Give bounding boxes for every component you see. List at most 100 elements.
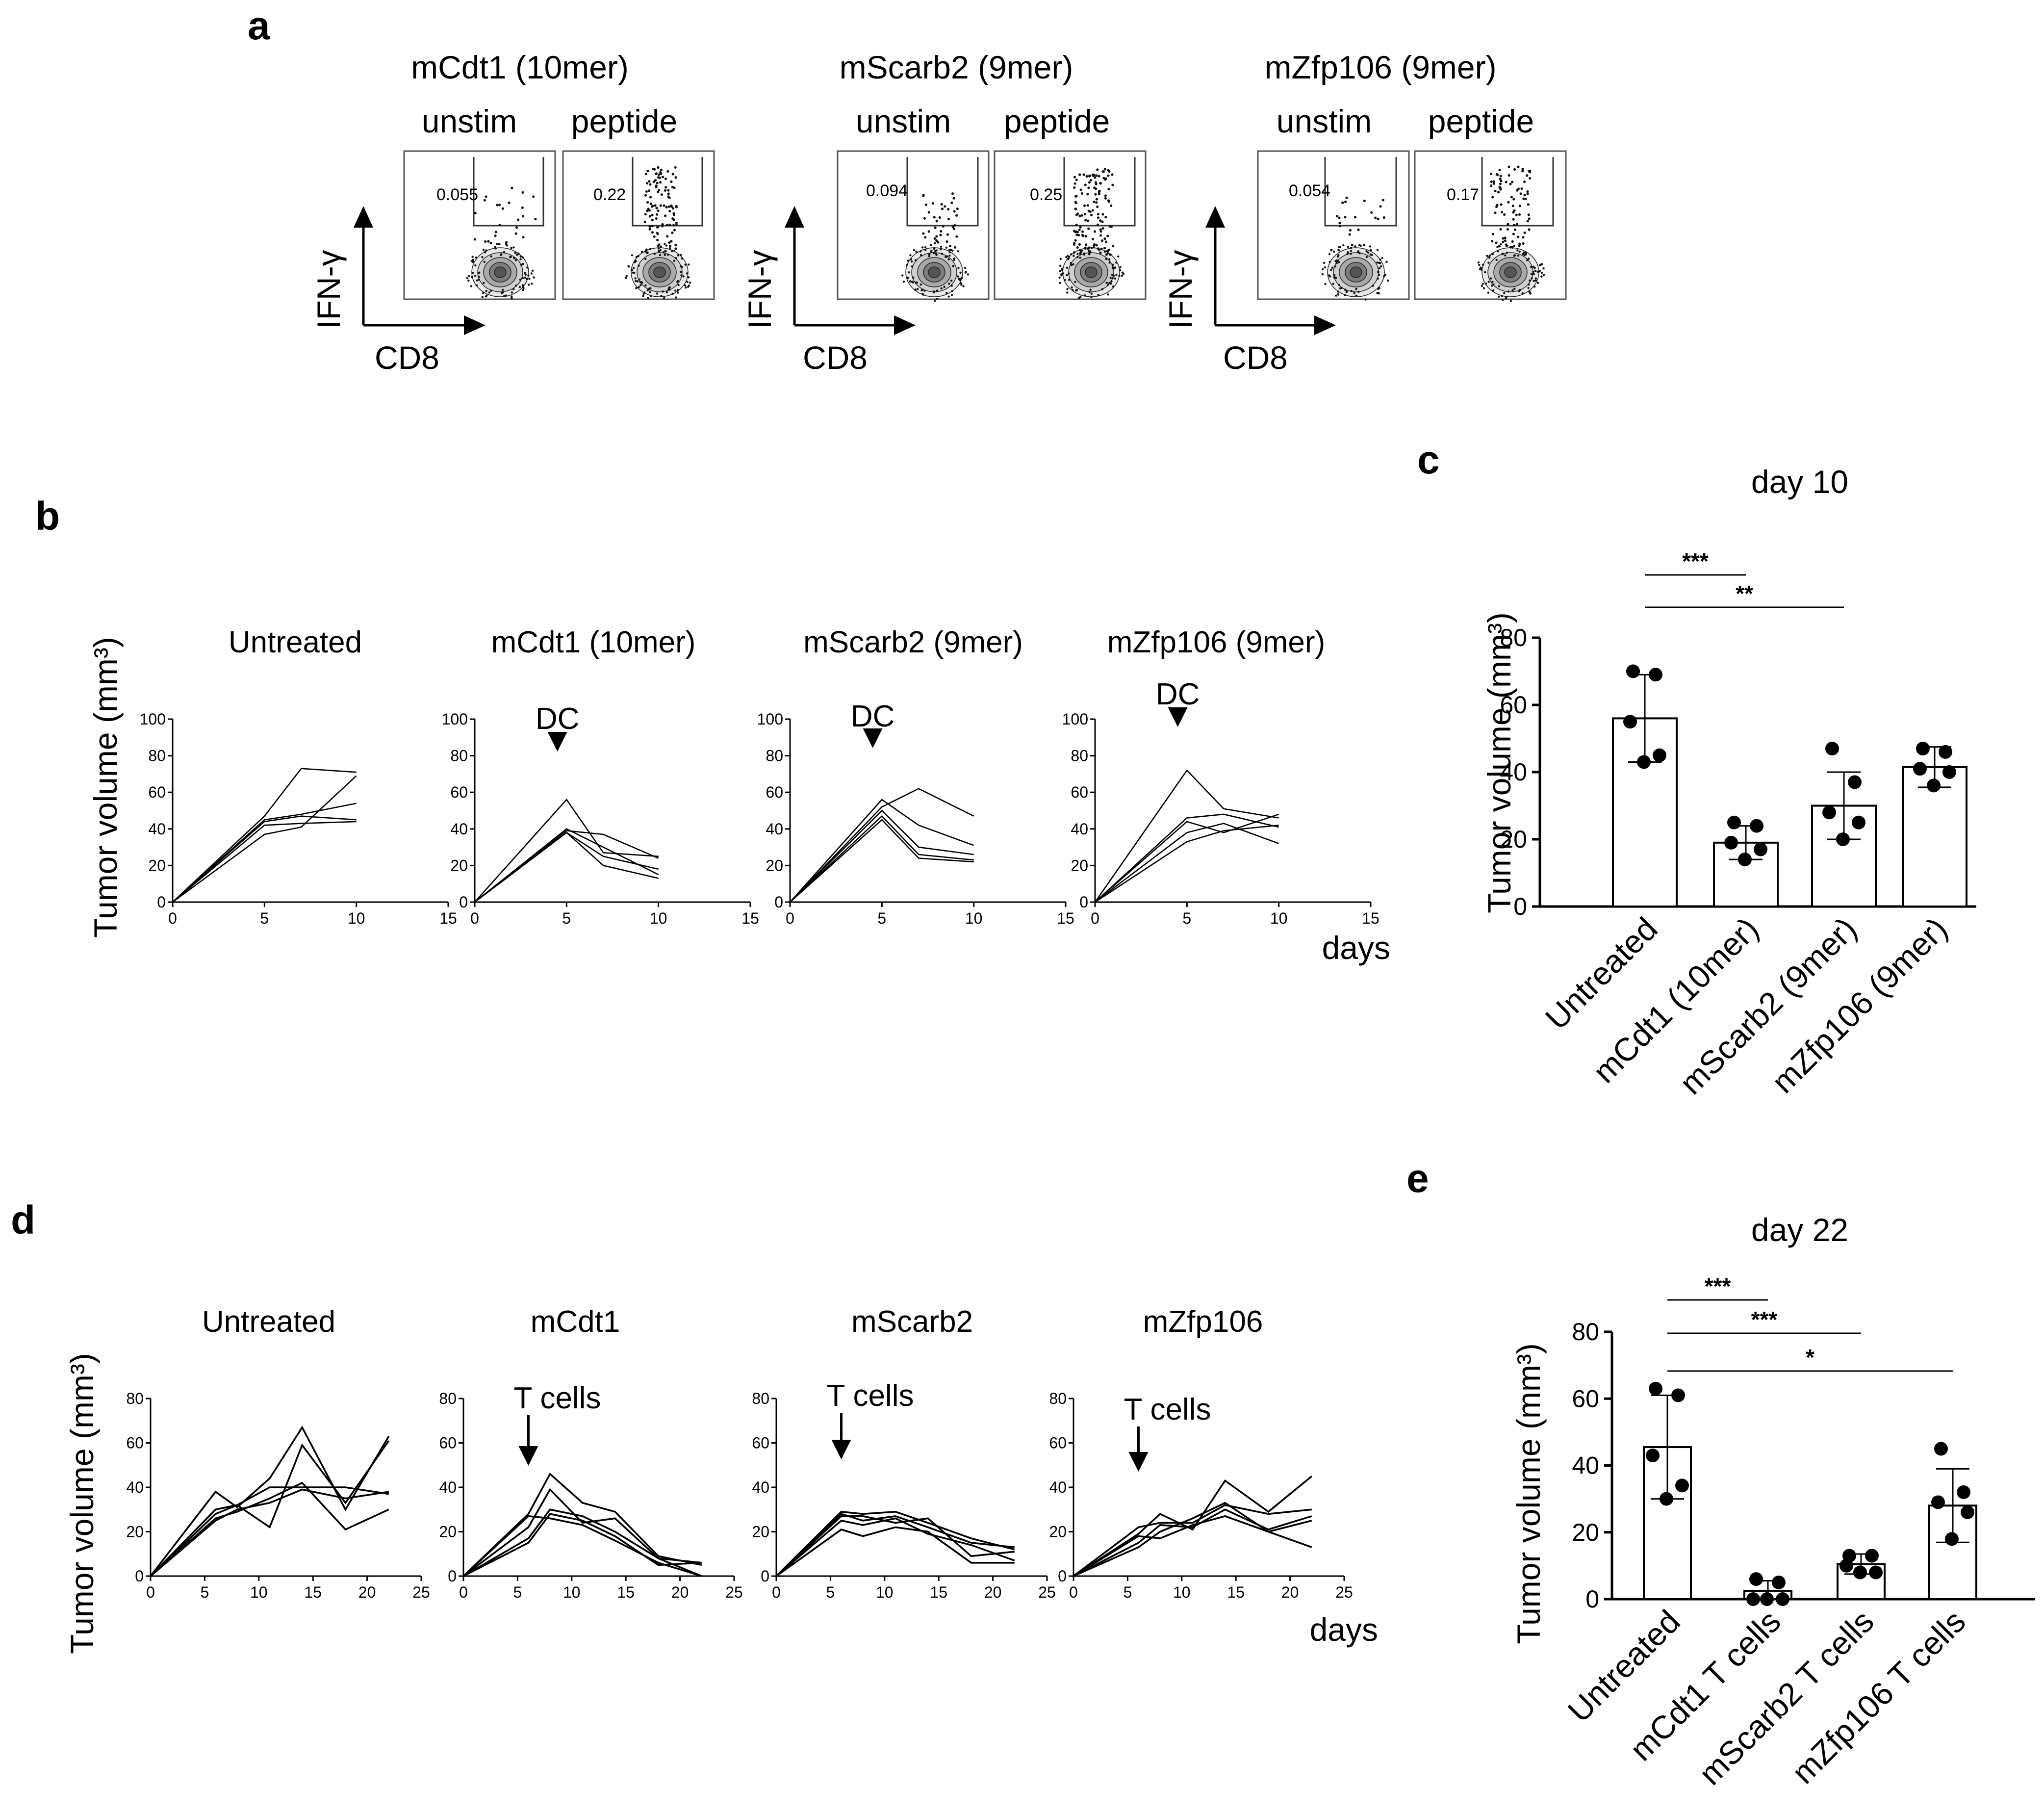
- x-axis-label: days: [1322, 930, 1390, 966]
- data-point: [1942, 765, 1956, 779]
- series-line-3: [1073, 1508, 1312, 1577]
- y-tick-label: 40: [450, 820, 468, 838]
- series-line-1: [790, 788, 974, 903]
- chart-title: day 22: [1751, 1212, 1848, 1248]
- data-point: [1939, 745, 1952, 759]
- panel-letter-c: c: [1417, 438, 1440, 482]
- treatment-arrow-head: [1168, 707, 1188, 727]
- panel-letter-b: b: [35, 494, 60, 539]
- y-tick-label: 80: [766, 747, 783, 765]
- series-line-3: [463, 1508, 702, 1577]
- y-tick-label: 0: [157, 893, 166, 911]
- flow-events: [922, 192, 959, 250]
- data-point: [1760, 1592, 1774, 1606]
- panel-letter-d: d: [11, 1198, 35, 1243]
- y-tick-label: 40: [126, 1478, 144, 1496]
- condition-label-unstim: unstim: [856, 103, 951, 139]
- x-tick-label: 25: [725, 1583, 743, 1601]
- y-tick-label: 20: [148, 856, 166, 874]
- y-tick-label: 40: [1500, 758, 1527, 786]
- x-tick-label: 0: [772, 1583, 781, 1601]
- data-point: [1623, 715, 1637, 729]
- y-axis-label-ifn-gamma: IFN-γ: [310, 250, 347, 329]
- flow-plot-frame: [403, 150, 556, 300]
- y-tick-label: 60: [1500, 691, 1527, 719]
- treatment-arrow-label: DC: [1156, 677, 1200, 711]
- gate-value: 0.055: [436, 185, 478, 204]
- series-line-4: [172, 775, 357, 903]
- y-tick-label: 20: [1572, 1519, 1599, 1546]
- flow-events: [1489, 165, 1532, 256]
- flow-axes: [785, 206, 916, 335]
- y-tick-label: 60: [1071, 783, 1088, 801]
- flow-plot-frame: [837, 150, 990, 300]
- y-tick-label: 80: [439, 1390, 457, 1407]
- panel-letter-e: e: [1406, 1156, 1429, 1201]
- x-axis-label-cd8: CD8: [1223, 339, 1288, 376]
- data-point: [1649, 1381, 1662, 1396]
- x-axis-label-cd8: CD8: [375, 339, 439, 376]
- y-tick-label: 80: [1500, 624, 1527, 651]
- series-line-1: [462, 1472, 702, 1577]
- flow-density-contour: [1477, 243, 1545, 302]
- flow-events: [1073, 168, 1115, 256]
- y-axis-label: Tumor volume (mm³): [87, 637, 124, 938]
- x-tick-label: 10: [876, 1583, 894, 1601]
- x-tick-label: 15: [930, 1583, 947, 1601]
- flow-density-contour: [625, 243, 691, 300]
- data-point: [1660, 1492, 1673, 1506]
- x-tick-label: 5: [513, 1583, 522, 1601]
- treatment-arrow-label: T cells: [826, 1379, 914, 1413]
- series-line-2: [775, 1513, 1015, 1577]
- data-point: [1957, 1485, 1970, 1499]
- data-point: [1836, 832, 1850, 846]
- series-line-5: [172, 815, 357, 903]
- significance-label: *: [1806, 1345, 1814, 1370]
- x-tick-label: 5: [1124, 1583, 1132, 1601]
- data-point: [1913, 762, 1927, 776]
- data-point: [1853, 1565, 1867, 1580]
- x-tick-label: 5: [201, 1583, 209, 1601]
- flow-group-1: mCdt1 (10mer) unstim peptide 0.055 0.22 …: [310, 49, 715, 376]
- y-tick-label: 0: [135, 1567, 144, 1585]
- series-line-1: [474, 799, 659, 903]
- data-point: [1675, 1478, 1689, 1493]
- flow-density-contour: [466, 242, 535, 300]
- gate: [632, 157, 703, 227]
- subplot-3: mScarb2 (9mer) 0 20 40 60 80 100 0 5 10 15 DC: [757, 625, 1074, 927]
- y-tick-label: 40: [766, 820, 783, 838]
- y-tick-label: 80: [450, 747, 468, 765]
- x-tick-label: 5: [877, 909, 886, 927]
- data-point: [1931, 1495, 1945, 1509]
- line-subplots: Untreated 0 20 40 60 80 0 5 10 15 20 25 mCdt1 0 20 40 60…: [126, 1305, 1353, 1601]
- gate: [1063, 157, 1136, 227]
- y-axis-label-ifn-gamma: IFN-γ: [741, 250, 778, 329]
- x-tick-label: 0: [168, 909, 177, 927]
- subplot-4: mZfp106 (9mer) 0 20 40 60 80 100 0 5 10 15 DC: [1062, 625, 1380, 927]
- y-tick-label: 80: [1071, 747, 1088, 765]
- treatment-arrow-label: T cells: [1124, 1393, 1211, 1426]
- panel-c: c day 10 Tumor volume (mm³) 020406080Unt…: [1417, 438, 1976, 1101]
- series-line-4: [1095, 823, 1279, 903]
- condition-label-peptide: peptide: [571, 103, 678, 139]
- data-point: [1754, 842, 1767, 856]
- subplot-title: mZfp106 (9mer): [1107, 625, 1325, 659]
- data-point: [1916, 742, 1930, 756]
- x-tick-label: 15: [741, 909, 759, 927]
- x-tick-label: 10: [348, 909, 365, 927]
- y-tick-label: 60: [766, 783, 783, 801]
- x-tick-label: 10: [650, 909, 667, 927]
- y-tick-label: 100: [1062, 710, 1088, 728]
- y-tick-label: 20: [752, 1523, 769, 1541]
- series-line-3: [790, 809, 974, 903]
- subplot-2: mCdt1 (10mer) 0 20 40 60 80 100 0 5 10 15 DC: [442, 625, 759, 927]
- gate-value: 0.22: [593, 185, 626, 204]
- x-tick-label: 0: [459, 1583, 468, 1601]
- y-tick-label: 40: [1049, 1478, 1067, 1496]
- series-line-3: [1095, 813, 1279, 903]
- panel-a: a mCdt1 (10mer) unstim peptide 0.055 0.2…: [248, 3, 1567, 376]
- x-tick-label: 15: [617, 1583, 635, 1601]
